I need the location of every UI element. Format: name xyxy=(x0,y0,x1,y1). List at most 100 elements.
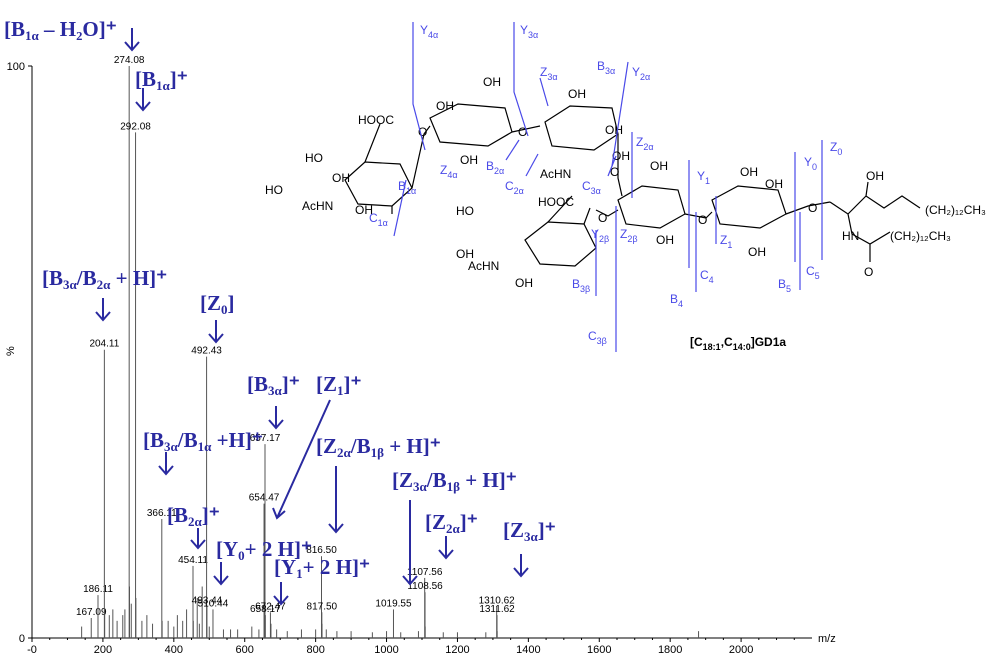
annotation-b3a: [B3α]⁺ xyxy=(247,372,300,398)
fragment-label: Z2β xyxy=(620,227,638,244)
fragment-label: Y4α xyxy=(420,23,438,40)
cleavage-y3a xyxy=(513,22,529,137)
cleavage-y4a xyxy=(412,22,426,151)
arrow-b3a-b1a xyxy=(158,452,174,476)
annotation-y1: [Y1+ 2 H]⁺ xyxy=(274,555,370,581)
peaks: 167.09 186.11 204.11 274.08 292.08 366.11 454.… xyxy=(76,55,515,638)
group-label: OH xyxy=(656,233,674,247)
group-label: O xyxy=(610,165,619,179)
fragment-label: B5 xyxy=(778,277,791,294)
annotation-z2a: [Z2α]⁺ xyxy=(425,510,478,536)
annotation-b2a: [B2α]⁺ xyxy=(167,503,220,529)
arrow-z3a-b1b xyxy=(402,500,418,586)
fragment-label: Z4α xyxy=(440,163,458,180)
group-label: OH xyxy=(568,87,586,101)
group-label: OH xyxy=(332,171,350,185)
annotation-b3a-b1a: [B3α/B1α +H]⁺ xyxy=(143,428,263,454)
fragment-label: C4 xyxy=(700,268,714,285)
annotation-z2a-b1b: [Z2α/B1β + H]⁺ xyxy=(316,434,441,460)
ceramide-chain xyxy=(829,181,921,262)
fragment-label: C3β xyxy=(588,329,607,346)
fragmentation-lines xyxy=(393,22,823,352)
peak-label: 1019.55 xyxy=(375,598,412,609)
group-label: OH xyxy=(650,159,668,173)
group-label: HO xyxy=(456,204,474,218)
y-axis-title: % xyxy=(5,346,17,356)
group-label: HN xyxy=(842,229,859,243)
fragment-label: B1α xyxy=(398,179,416,196)
peak-label: 292.08 xyxy=(120,121,151,132)
x-ticks: -0 200 400 600 800 1000 1200 1400 1600 1800 2000 xyxy=(27,638,795,656)
group-label: OH xyxy=(460,153,478,167)
annotation-z1: [Z1]⁺ xyxy=(316,372,362,398)
arrow-z2a xyxy=(438,536,454,560)
group-label: AcHN xyxy=(302,199,333,213)
fragment-label: Y3α xyxy=(520,23,538,40)
x-tick-label: -0 xyxy=(27,644,37,656)
structure-caption: [C18:1,C14:0]GD1a xyxy=(690,335,786,352)
group-label: OH xyxy=(765,177,783,191)
peak-label: 657.17 xyxy=(250,433,281,444)
x-tick-label: 600 xyxy=(236,644,254,656)
sugar-rings xyxy=(344,103,921,267)
x-tick-label: 1000 xyxy=(374,644,398,656)
arrow-b3a-b2a xyxy=(95,298,111,322)
fragment-label: C5 xyxy=(806,264,820,281)
peak-label: 817.50 xyxy=(307,601,338,612)
fragment-label: B3α xyxy=(597,59,615,76)
peak-label: 510.44 xyxy=(198,598,229,609)
fragment-label: Z1 xyxy=(720,233,732,250)
arrow-b2a xyxy=(190,528,206,550)
x-tick-label: 800 xyxy=(306,644,324,656)
arrow-z3a xyxy=(513,554,529,578)
peak-label: 816.50 xyxy=(306,545,337,556)
annotation-b3a-b2a: [B3α/B2α + H]⁺ xyxy=(42,266,167,292)
peak-label: 1107.56 xyxy=(407,567,443,578)
y-tick-label: 0 xyxy=(19,633,25,645)
peak-label: 1310.62 xyxy=(479,596,516,607)
annotation-b1a: [B1α]⁺ xyxy=(135,67,188,93)
annotation-z0: [Z0] xyxy=(200,291,235,317)
minor-peaks xyxy=(81,586,700,638)
arrow-b1a xyxy=(135,88,151,112)
group-label: (CH₂)₁₂CH₃ xyxy=(925,203,986,217)
group-label: O xyxy=(418,125,427,139)
peak-label: 658.17 xyxy=(250,604,281,615)
peak-label: 672.47 xyxy=(255,601,286,612)
group-label: OH xyxy=(748,245,766,259)
arrow-y1 xyxy=(273,582,289,606)
cleavage-b3a-y2a xyxy=(611,61,629,167)
group-label: (CH₂)₁₂CH₃ xyxy=(890,229,951,243)
gal-beta-ring xyxy=(617,185,686,229)
group-label: HOOC xyxy=(358,113,394,127)
y-ticks: 0 100 xyxy=(7,61,32,645)
fragment-label: C1α xyxy=(369,211,388,228)
glc-ring xyxy=(711,185,787,229)
group-label: O xyxy=(598,211,607,225)
group-label: OH xyxy=(355,203,373,217)
y-tick-label: 100 xyxy=(7,61,25,73)
group-label: HO xyxy=(305,151,323,165)
x-tick-label: 1400 xyxy=(516,644,540,656)
structure-groups: HOOC HO OH AcHN OH HO OH OH OH AcHN OH O… xyxy=(265,75,986,290)
annotation-arrows xyxy=(95,28,529,606)
fragment-labels: Y4α Y3α Z3α B3α Y2α Z4α B2α C2α Z2α C3α … xyxy=(369,23,842,346)
fragment-label: B4 xyxy=(670,292,683,309)
cleavage-c3a xyxy=(607,155,617,177)
fragment-label: B3β xyxy=(572,277,590,294)
fragment-label: Z2α xyxy=(636,135,654,152)
group-label: OH xyxy=(515,276,533,290)
peak-label: 1108.56 xyxy=(407,581,443,592)
gd1a-structure: HOOC HO OH AcHN OH HO OH OH OH AcHN OH O… xyxy=(265,22,986,352)
group-label: OH xyxy=(605,123,623,137)
peak-label: 493.44 xyxy=(192,596,223,607)
group-label: O xyxy=(518,125,527,139)
arrow-b3a xyxy=(268,406,284,430)
peak-label: 492.43 xyxy=(191,346,222,357)
fragment-label: Y1 xyxy=(697,169,710,186)
cleavage-c1a xyxy=(393,179,407,237)
peak-label: 366.11 xyxy=(147,508,177,519)
fragment-label: Y0 xyxy=(804,155,817,172)
group-label: OH xyxy=(740,165,758,179)
